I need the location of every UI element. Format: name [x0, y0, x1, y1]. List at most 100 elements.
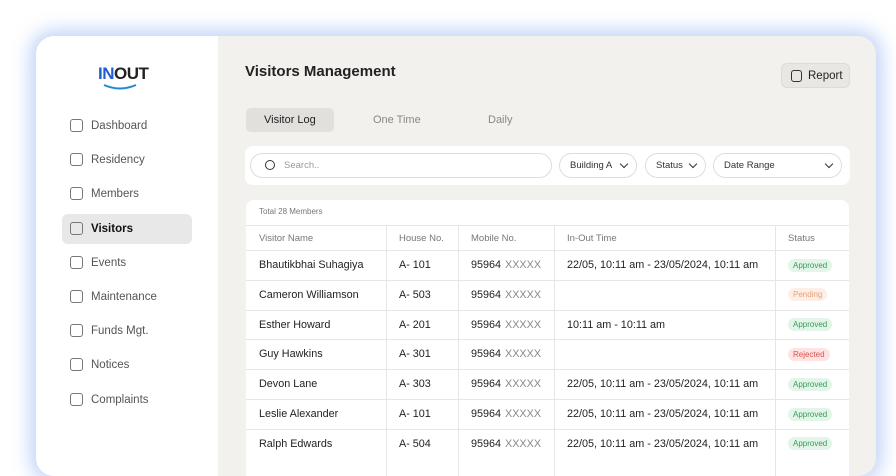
house-no: A- 201	[399, 318, 431, 331]
filter-bar: Search.. Building A Status Date Range	[245, 146, 850, 185]
row-divider	[246, 428, 849, 430]
nav-icon	[70, 255, 83, 269]
nav-item[interactable]: Notices	[62, 350, 192, 380]
status-cell: Rejected	[788, 339, 830, 369]
nav-icon	[70, 324, 83, 338]
nav-item[interactable]: Maintenance	[62, 282, 192, 312]
column-divider	[458, 225, 459, 476]
column-header: House No.	[399, 233, 444, 244]
mobile-prefix: 95964	[471, 437, 502, 450]
status-badge: Approved	[788, 437, 833, 451]
nav-item[interactable]: Funds Mgt.	[62, 316, 192, 346]
column-divider	[386, 225, 387, 476]
status-cell: Approved	[788, 369, 833, 399]
mobile-prefix: 95964	[471, 408, 502, 420]
nav-item[interactable]: Complaints	[62, 385, 192, 415]
house-no: A- 101	[399, 408, 431, 420]
status-cell: Approved	[788, 429, 833, 459]
row-divider	[246, 309, 849, 311]
logo-out: OUT	[114, 64, 149, 83]
status-badge: Approved	[788, 318, 833, 332]
nav-item[interactable]: Visitors	[62, 213, 192, 244]
visitor-name: Esther Howard	[259, 318, 331, 331]
mobile-prefix: 95964	[471, 378, 502, 391]
filter-label: Date Range	[724, 160, 775, 171]
mobile-prefix: 95964	[471, 348, 502, 361]
mobile-no: 95964 XXXXX	[471, 280, 541, 310]
filter-dropdown[interactable]: Date Range	[713, 153, 842, 178]
visitor-name: Guy Hawkins	[259, 348, 323, 361]
mobile-no: 95964 XXXXX	[471, 250, 541, 280]
in-out-time: 22/05, 10:11 am - 23/05/2024, 10:11 am	[567, 408, 759, 420]
mobile-no: 95964 XXXXX	[471, 429, 541, 459]
status-cell: Approved	[788, 310, 833, 340]
row-divider	[246, 399, 849, 400]
tab[interactable]: Visitor Log	[246, 108, 334, 132]
mobile-prefix: 95964	[471, 288, 502, 301]
search-box[interactable]: Search..	[250, 153, 552, 178]
house-no: A- 303	[399, 378, 431, 391]
chevron	[688, 159, 698, 169]
filter-dropdown[interactable]: Building A	[559, 153, 637, 178]
mobile-no: 95964 XXXXX	[471, 369, 541, 399]
status-badge: Approved	[788, 258, 833, 272]
row-divider	[246, 250, 849, 251]
tab[interactable]: Daily	[488, 114, 513, 126]
house-no: A- 503	[399, 288, 431, 301]
row-divider	[246, 339, 849, 341]
in-out-time: 22/05, 10:11 am - 23/05/2024, 10:11 am	[567, 437, 759, 450]
filter-label: Building A	[570, 160, 613, 171]
nav-label: Visitors	[91, 222, 133, 235]
nav-item[interactable]: Events	[62, 248, 192, 278]
nav-item[interactable]: Members	[62, 179, 192, 209]
nav-label: Maintenance	[91, 291, 157, 303]
report-button[interactable]: Report	[781, 63, 850, 88]
nav-icon	[70, 153, 83, 167]
visitor-name: Bhautikbhai Suhagiya	[259, 259, 364, 271]
nav-icon	[70, 392, 83, 406]
house-no: A- 101	[399, 259, 431, 271]
mobile-mask: XXXXX	[505, 437, 542, 450]
report-label: Report	[808, 69, 843, 82]
in-out-time: 22/05, 10:11 am - 23/05/2024, 10:11 am	[567, 378, 759, 391]
visitor-name: Leslie Alexander	[259, 408, 339, 420]
column-divider	[554, 225, 555, 476]
page-title: Visitors Management	[245, 63, 396, 80]
logo: INOUT	[98, 64, 149, 90]
nav-label: Dashboard	[91, 120, 148, 132]
visitor-name: Ralph Edwards	[259, 437, 333, 450]
filter-dropdown[interactable]: Status	[645, 153, 706, 178]
tab[interactable]: One Time	[373, 114, 421, 126]
nav-icon	[70, 119, 83, 132]
nav-label: Residency	[91, 154, 145, 167]
visitor-name: Cameron Williamson	[259, 288, 359, 301]
nav-label: Events	[91, 256, 127, 269]
visitor-name: Devon Lane	[259, 378, 318, 391]
status-cell: Approved	[788, 250, 833, 280]
column-header: In-Out Time	[567, 233, 617, 244]
column-header: Mobile No.	[471, 233, 517, 244]
logo-in: IN	[98, 64, 115, 83]
mobile-prefix: 95964	[471, 259, 502, 271]
nav-icon	[70, 290, 83, 303]
nav-icon	[70, 187, 83, 201]
nav-item[interactable]: Dashboard	[62, 111, 192, 141]
mobile-mask: XXXXX	[505, 318, 542, 331]
mobile-mask: XXXXX	[505, 288, 542, 301]
filter-label: Status	[656, 160, 683, 171]
search-placeholder: Search..	[284, 160, 320, 171]
chevron	[619, 159, 629, 169]
house-no: A- 504	[399, 437, 431, 450]
nav-label: Members	[91, 188, 139, 201]
nav-item[interactable]: Residency	[62, 145, 192, 175]
status-badge: Approved	[788, 407, 833, 421]
status-badge: Approved	[788, 377, 833, 391]
mobile-mask: XXXXX	[505, 348, 542, 361]
status-badge: Pending	[788, 288, 828, 302]
row-divider	[246, 279, 849, 281]
app-window: INOUT Dashboard Residency Members Visitors E…	[36, 36, 876, 476]
in-out-time: 10:11 am - 10:11 am	[567, 318, 666, 331]
mobile-mask: XXXXX	[505, 408, 542, 420]
row-divider	[246, 369, 849, 371]
mobile-mask: XXXXX	[505, 259, 542, 271]
